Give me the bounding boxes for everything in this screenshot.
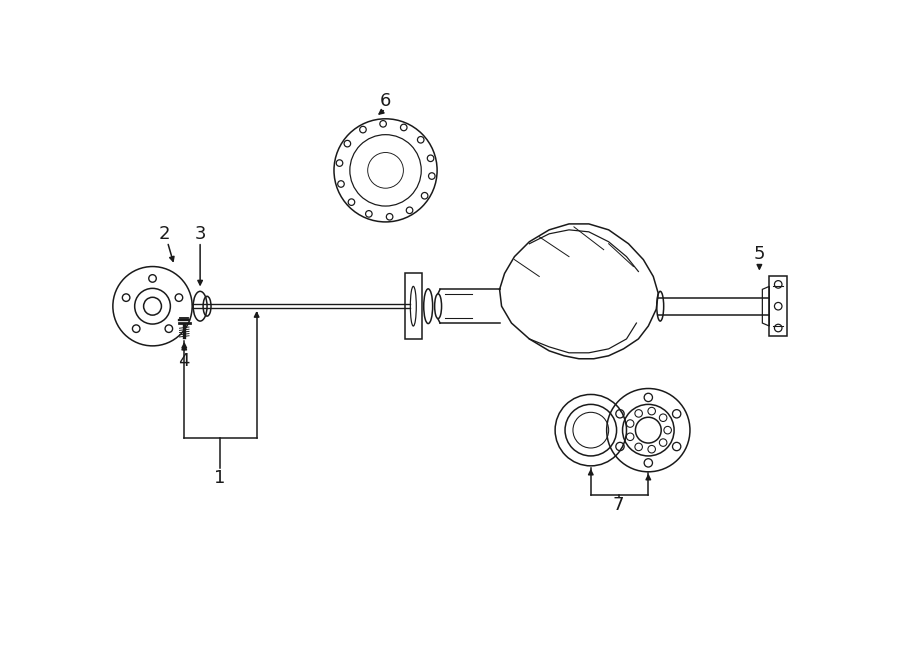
Text: 5: 5	[753, 245, 765, 262]
Text: 2: 2	[158, 225, 170, 243]
Text: 1: 1	[214, 469, 226, 486]
Text: 3: 3	[194, 225, 206, 243]
Text: 6: 6	[380, 92, 392, 110]
Text: 4: 4	[178, 352, 190, 369]
Text: 7: 7	[613, 496, 625, 514]
